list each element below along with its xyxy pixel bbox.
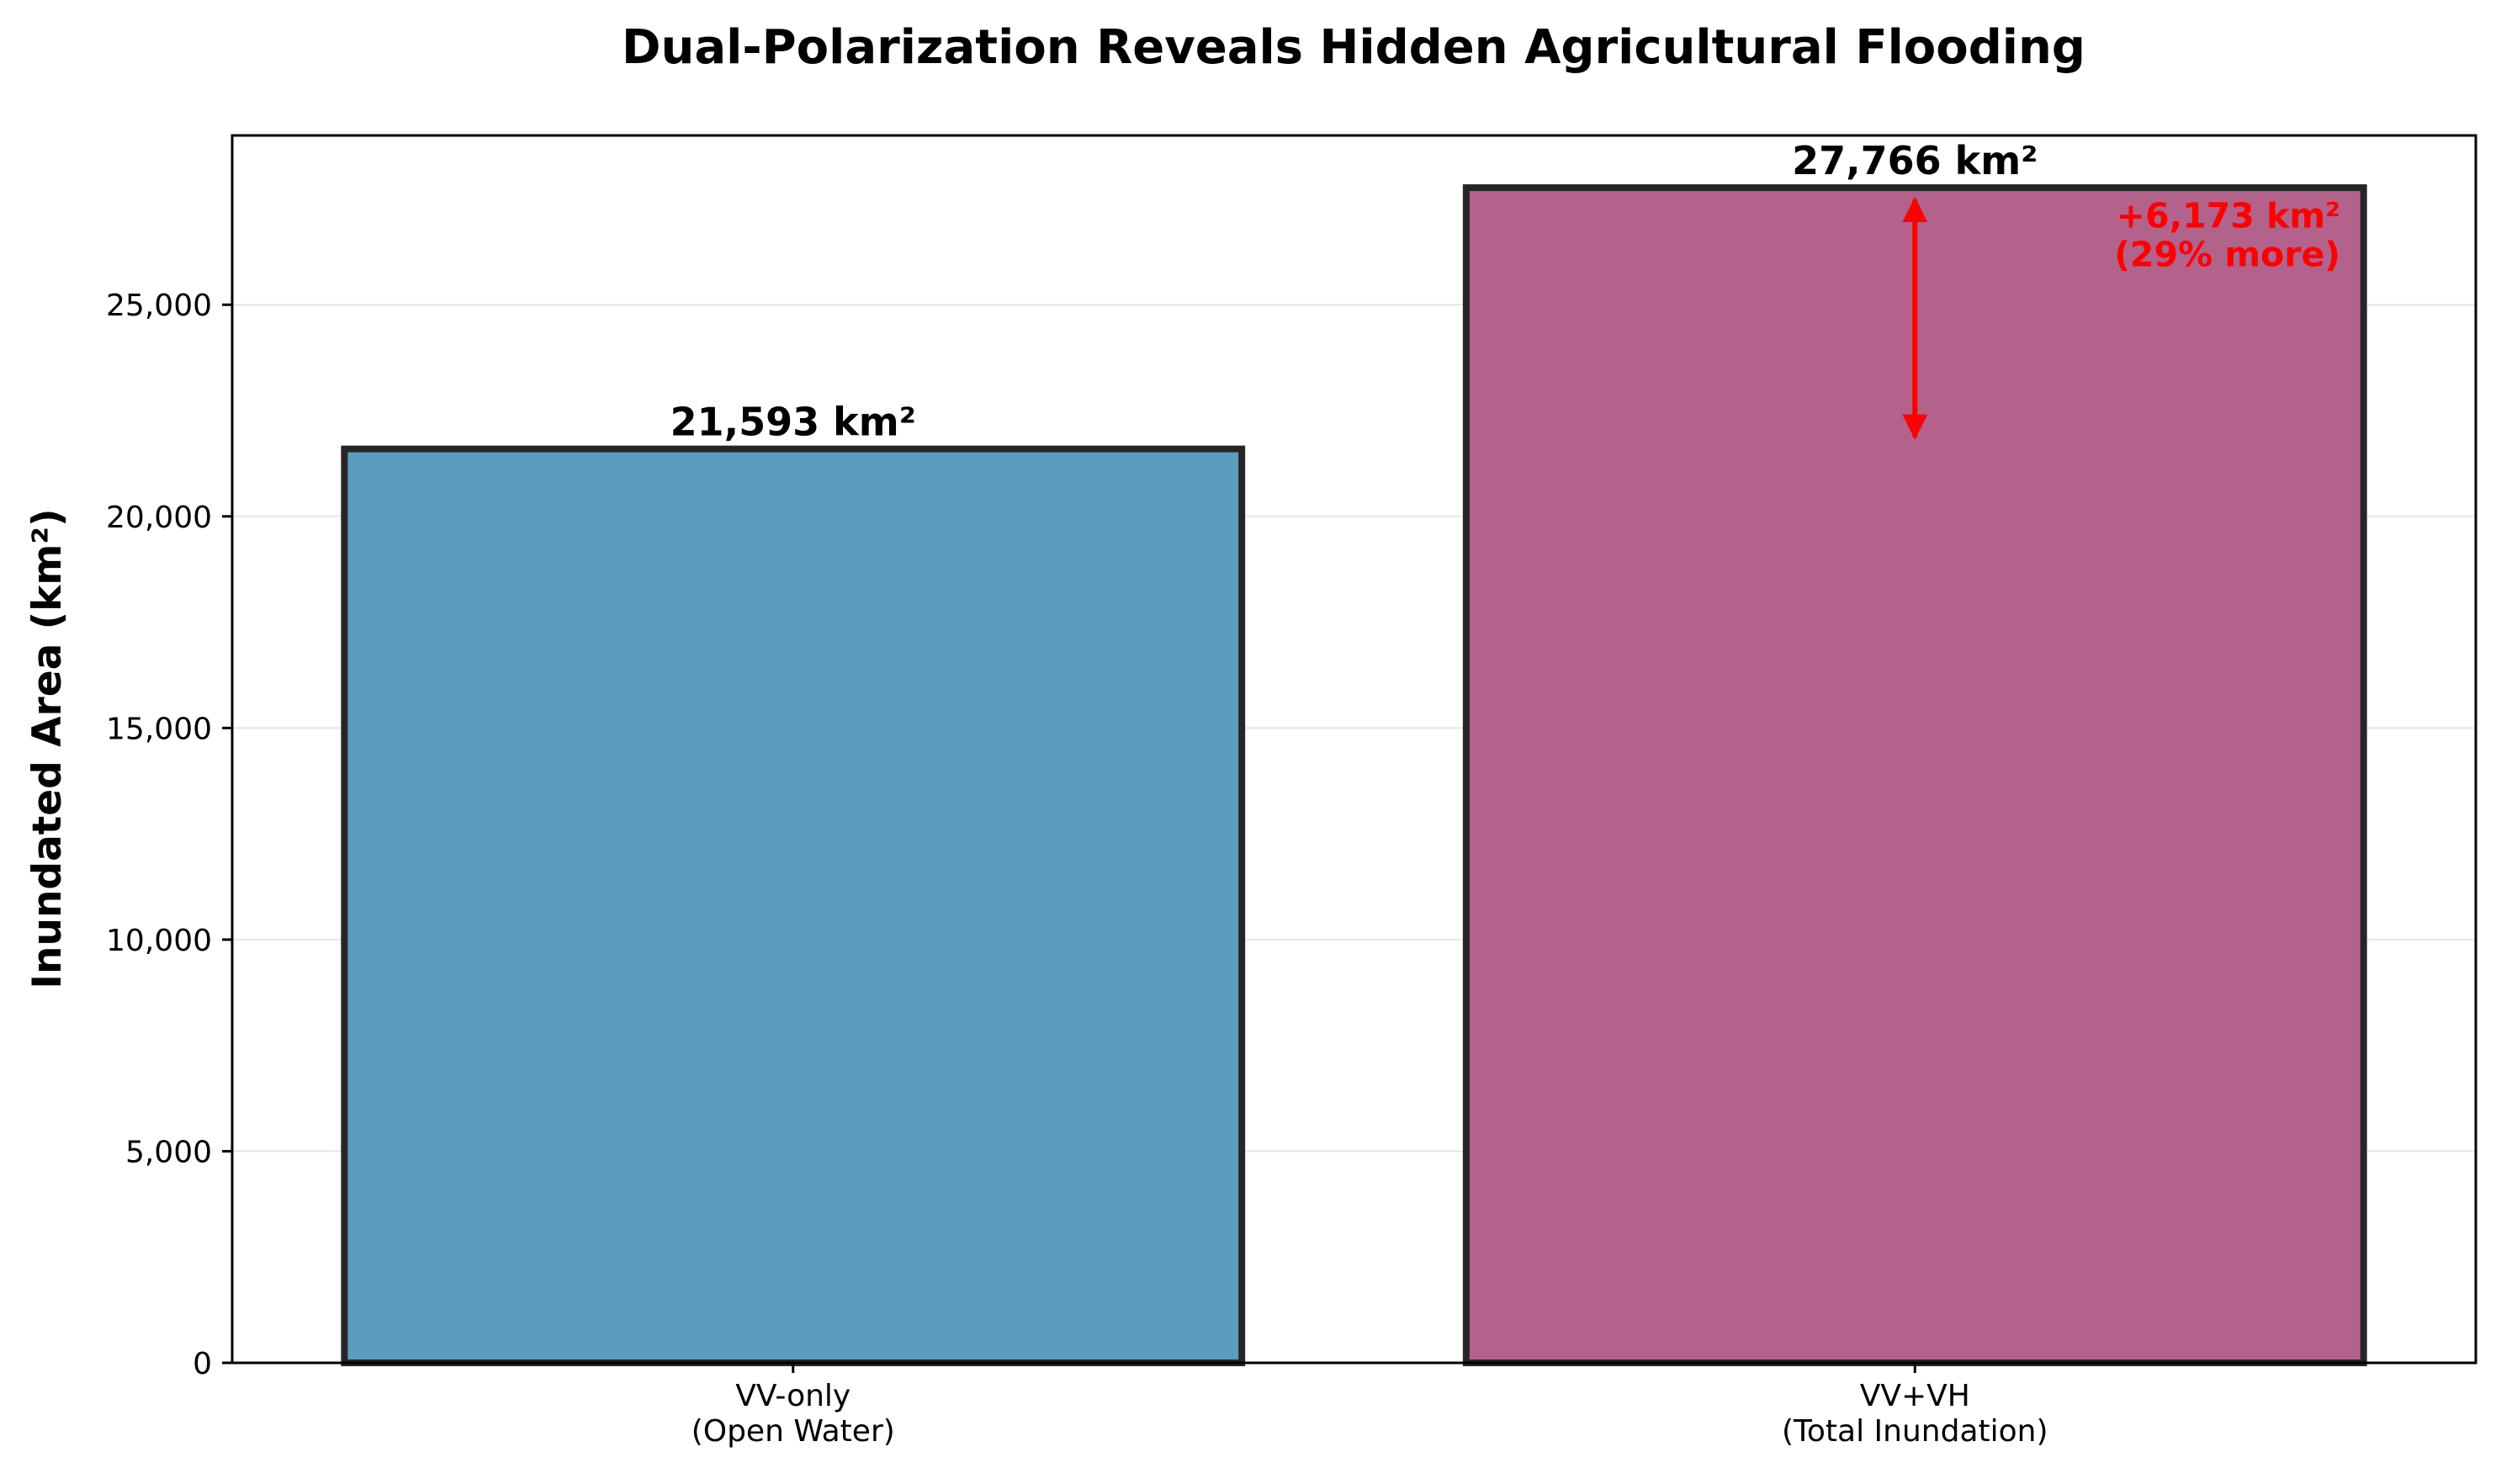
y-axis: 0 5,000 10,000 15,000 20,000 25,000 <box>106 289 232 1381</box>
difference-annotation: +6,173 km²(29% more) <box>1902 195 2340 440</box>
chart-title: Dual-Polarization Reveals Hidden Agricul… <box>622 20 2085 75</box>
bar-value-label: 27,766 km² <box>1792 138 2038 183</box>
y-tick-label: 15,000 <box>106 712 212 746</box>
bar-value-label: 21,593 km² <box>670 400 916 445</box>
y-tick-label: 5,000 <box>125 1135 212 1169</box>
annotation-text: (29% more) <box>2114 234 2340 274</box>
x-axis: VV-only(Open Water) VV+VH(Total Inundatio… <box>692 1363 2048 1449</box>
x-tick-label: (Open Water) <box>692 1414 895 1449</box>
x-tick-label: VV+VH <box>1860 1379 1970 1413</box>
annotation-text: +6,173 km² <box>2117 195 2340 236</box>
bars-group <box>341 184 2367 1367</box>
y-axis-label: Inundated Area (km²) <box>24 509 71 989</box>
y-tick-label: 0 <box>193 1347 212 1381</box>
x-tick-label: (Total Inundation) <box>1782 1414 2048 1449</box>
x-tick-label: VV-only <box>735 1379 851 1413</box>
plot-frame <box>231 134 2477 1365</box>
y-tick-label: 10,000 <box>106 924 212 958</box>
y-tick-label: 20,000 <box>106 501 212 535</box>
value-labels: 21,593 km² 27,766 km² <box>670 138 2038 445</box>
bar <box>341 445 1246 1367</box>
y-tick-label: 25,000 <box>106 289 212 323</box>
